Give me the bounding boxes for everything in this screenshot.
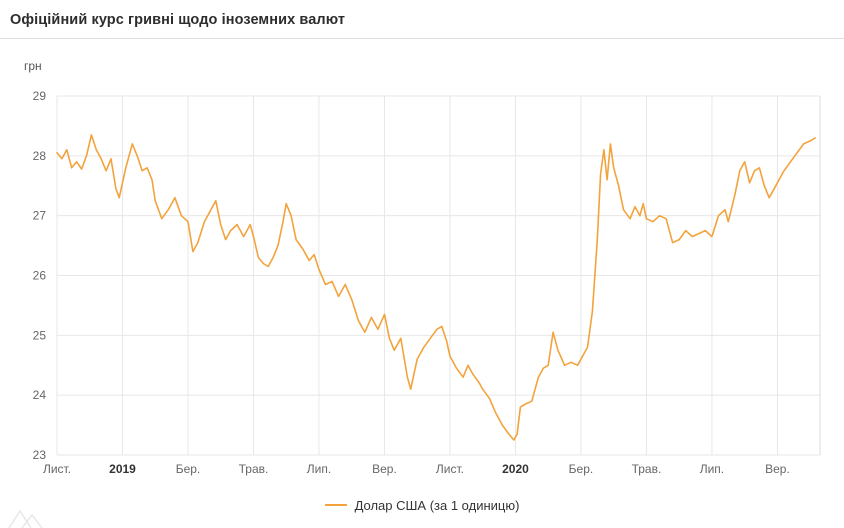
- y-tick-label: 26: [33, 269, 47, 283]
- page-title: Офіційний курс гривні щодо іноземних вал…: [10, 12, 346, 28]
- x-tick-label: Лип.: [700, 462, 724, 476]
- x-tick-label: Лист.: [43, 462, 71, 476]
- x-tick-label: Трав.: [632, 462, 662, 476]
- x-tick-label: Вер.: [765, 462, 790, 476]
- y-tick-label: 27: [33, 209, 47, 223]
- y-tick-label: 28: [33, 149, 47, 163]
- x-tick-label: Лист.: [436, 462, 464, 476]
- y-tick-label: 23: [33, 448, 47, 462]
- y-tick-label: 24: [33, 388, 47, 402]
- y-axis-unit-label: грн: [24, 59, 42, 73]
- x-tick-label: Лип.: [307, 462, 331, 476]
- x-tick-label: 2020: [502, 462, 529, 476]
- chart-legend[interactable]: Долар США (за 1 одиницю): [0, 494, 844, 516]
- usd-rate-line: [56, 134, 816, 441]
- watermark-logo: [8, 509, 43, 528]
- y-tick-label: 25: [33, 328, 47, 342]
- legend-label: Долар США (за 1 одиницю): [354, 497, 520, 513]
- x-tick-label: Вер.: [372, 462, 397, 476]
- x-tick-label: Бер.: [176, 462, 201, 476]
- x-tick-label: Бер.: [569, 462, 594, 476]
- chart-header: Офіційний курс гривні щодо іноземних вал…: [0, 0, 844, 39]
- y-tick-label: 29: [33, 89, 47, 103]
- x-tick-label: 2019: [109, 462, 136, 476]
- x-tick-label: Трав.: [239, 462, 269, 476]
- legend-line-marker: [324, 504, 347, 506]
